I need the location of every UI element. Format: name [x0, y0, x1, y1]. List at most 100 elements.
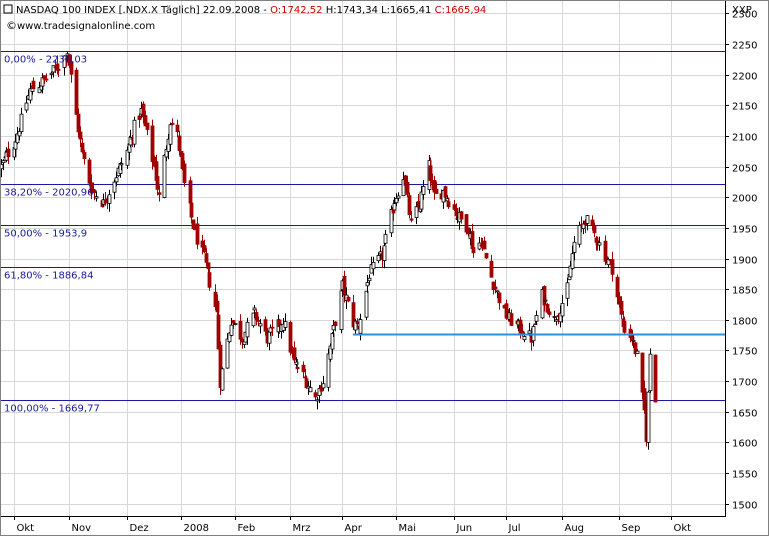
- candle: [414, 202, 419, 225]
- x-tick-label: Jun: [456, 523, 473, 534]
- candle-body: [107, 194, 112, 204]
- candle: [112, 179, 117, 200]
- candle: [482, 236, 487, 250]
- candle-body: [382, 245, 387, 262]
- candle-body: [238, 320, 243, 340]
- candle-body: [554, 319, 559, 322]
- candle: [434, 181, 439, 194]
- candle: [409, 210, 414, 223]
- candle: [405, 175, 410, 198]
- candle-body: [94, 196, 99, 199]
- candle-body: [191, 219, 196, 230]
- candle-body: [145, 122, 150, 130]
- candle: [428, 157, 433, 187]
- candle: [371, 256, 376, 276]
- candle: [552, 310, 557, 322]
- candle-body: [351, 302, 356, 328]
- candle-body: [459, 211, 464, 220]
- candle-body: [642, 388, 647, 411]
- candle: [44, 73, 49, 82]
- candle: [570, 245, 575, 270]
- candle-body: [215, 300, 220, 313]
- candle: [389, 205, 394, 238]
- candle: [162, 153, 167, 199]
- candle-body: [577, 225, 582, 245]
- candle-body: [6, 148, 11, 158]
- candle-body: [560, 302, 565, 317]
- candle-body: [218, 344, 223, 388]
- candle-body: [225, 338, 230, 369]
- candle: [321, 375, 326, 391]
- candle: [326, 348, 331, 392]
- candle-body: [470, 231, 475, 250]
- candle-body: [326, 353, 331, 388]
- candle-body: [552, 316, 557, 318]
- candle: [189, 197, 194, 224]
- candle-body: [615, 276, 620, 298]
- candle: [443, 185, 448, 202]
- candle-body: [421, 186, 426, 195]
- candle-body: [358, 319, 363, 334]
- candle-body: [292, 347, 297, 361]
- candle-body: [231, 320, 236, 324]
- candle-body: [92, 189, 97, 194]
- candle-body: [229, 324, 234, 336]
- candle-body: [484, 252, 489, 259]
- candle: [150, 119, 155, 170]
- candle-body: [389, 209, 394, 234]
- candle: [633, 341, 638, 357]
- fib-level-label: 0,00% - 2238,03: [4, 55, 87, 66]
- candle-body: [482, 240, 487, 250]
- candle-body: [383, 233, 388, 244]
- candle: [610, 251, 615, 282]
- symbol-label: XXP: [732, 5, 752, 16]
- candle: [56, 63, 61, 77]
- y-tick-label: 1600: [732, 439, 757, 450]
- y-tick-label: 1950: [732, 225, 757, 236]
- candle-body: [321, 383, 326, 389]
- candle-body: [313, 392, 318, 398]
- candle-body: [119, 163, 124, 166]
- candle-body: [414, 206, 419, 218]
- candle-body: [114, 177, 119, 183]
- fib-level-label: 100,00% - 1669,77: [4, 404, 100, 415]
- candle: [509, 309, 514, 326]
- symbol-box-icon[interactable]: [3, 4, 13, 14]
- fib-level-label: 61,80% - 1886,84: [4, 271, 93, 282]
- candle-body: [534, 315, 539, 322]
- candle-body: [509, 313, 514, 326]
- candle-body: [80, 142, 85, 153]
- candle: [168, 122, 173, 151]
- candle: [407, 192, 412, 219]
- candle: [195, 217, 200, 250]
- candle-body: [31, 80, 36, 90]
- candle: [615, 274, 620, 305]
- candle-body: [466, 227, 471, 235]
- candle: [143, 110, 148, 127]
- candle-body: [405, 182, 410, 195]
- candle: [419, 185, 424, 213]
- candle: [254, 309, 259, 326]
- candle-body: [177, 135, 182, 151]
- candle-body: [631, 340, 636, 342]
- candle-body: [330, 333, 335, 350]
- candle: [653, 354, 658, 403]
- candle: [346, 295, 351, 303]
- candle: [396, 192, 401, 202]
- candle: [364, 290, 369, 320]
- candle: [342, 270, 347, 303]
- header-open: O:1742,52: [270, 5, 322, 16]
- candle-body: [137, 115, 142, 121]
- y-tick-label: 2050: [732, 164, 757, 175]
- candle: [19, 107, 24, 134]
- candle: [238, 314, 243, 345]
- candle-body: [364, 290, 369, 318]
- fibonacci-levels: [1, 51, 725, 401]
- candle-body: [42, 75, 47, 80]
- candle-body: [622, 321, 627, 333]
- x-tick-label: Jul: [508, 523, 521, 534]
- candle: [333, 321, 338, 332]
- candle-body: [308, 387, 313, 393]
